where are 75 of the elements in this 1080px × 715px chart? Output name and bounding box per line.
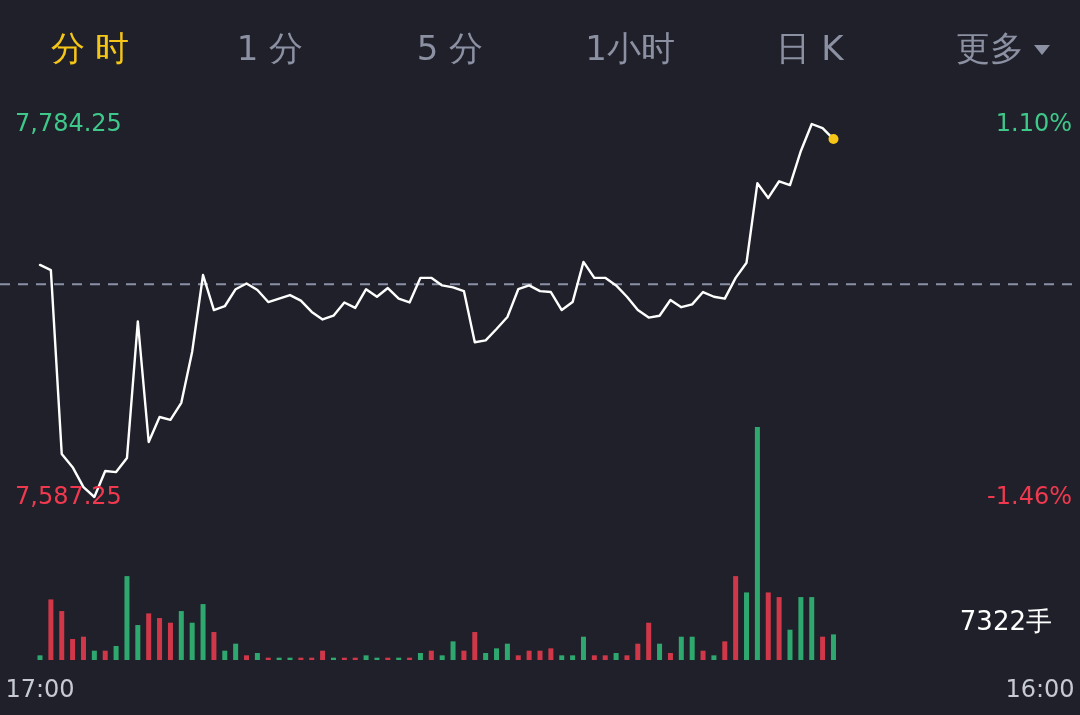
bar bbox=[722, 641, 728, 660]
bar bbox=[537, 650, 543, 660]
bar bbox=[222, 650, 228, 660]
bar bbox=[146, 613, 152, 660]
x-tick-label: 16:00 bbox=[1005, 675, 1075, 703]
bar bbox=[461, 650, 467, 660]
bar bbox=[798, 597, 804, 660]
bar bbox=[504, 643, 510, 660]
bar bbox=[657, 643, 663, 660]
bar bbox=[124, 576, 130, 660]
bar bbox=[59, 611, 65, 660]
text: 1小时 bbox=[585, 27, 675, 68]
bar bbox=[591, 655, 597, 660]
y-tick-label: 7,784.25 bbox=[15, 109, 122, 137]
bar bbox=[689, 636, 695, 660]
bar bbox=[91, 650, 97, 660]
bar bbox=[700, 650, 706, 660]
bar bbox=[320, 650, 326, 660]
bar bbox=[667, 653, 673, 660]
bar bbox=[548, 648, 554, 660]
bar bbox=[776, 597, 782, 660]
bar bbox=[189, 622, 195, 660]
bar bbox=[744, 592, 750, 660]
bar bbox=[472, 632, 478, 660]
annotation: 7322手 bbox=[959, 605, 1052, 636]
bar bbox=[70, 639, 76, 660]
bar bbox=[439, 655, 445, 660]
bar bbox=[570, 655, 576, 660]
text: 分 时 bbox=[50, 27, 130, 68]
bar bbox=[167, 622, 173, 660]
x-tick-label: 17:00 bbox=[5, 675, 75, 703]
bar bbox=[613, 653, 619, 660]
bar bbox=[450, 641, 456, 660]
bar bbox=[820, 636, 826, 660]
bar bbox=[754, 427, 760, 660]
bar bbox=[211, 632, 217, 660]
bar bbox=[526, 650, 532, 660]
bar bbox=[200, 604, 206, 660]
bar bbox=[602, 655, 608, 660]
bar bbox=[113, 646, 119, 660]
bar bbox=[157, 618, 163, 660]
text: 1 分 bbox=[236, 27, 304, 68]
bar bbox=[765, 592, 771, 660]
bar bbox=[233, 643, 239, 660]
bar bbox=[37, 655, 43, 660]
bar bbox=[102, 650, 108, 660]
bar bbox=[711, 655, 717, 660]
y-tick-label: 7,587.25 bbox=[15, 482, 122, 510]
bar bbox=[417, 653, 423, 660]
bar bbox=[428, 650, 434, 660]
y2-tick-label: 1.10% bbox=[995, 109, 1072, 137]
bar bbox=[515, 655, 521, 660]
bar bbox=[678, 636, 684, 660]
y2-tick-label: -1.46% bbox=[987, 482, 1072, 510]
bar bbox=[135, 625, 141, 660]
bar bbox=[809, 597, 815, 660]
bar bbox=[787, 629, 793, 660]
text: 日 K bbox=[776, 27, 846, 68]
bar bbox=[580, 636, 586, 660]
bar bbox=[559, 655, 565, 660]
bar bbox=[178, 611, 184, 660]
bar bbox=[254, 653, 260, 660]
bar bbox=[363, 655, 369, 660]
bar bbox=[494, 648, 500, 660]
bar bbox=[244, 655, 250, 660]
bar bbox=[646, 622, 652, 660]
bar bbox=[80, 636, 86, 660]
bar bbox=[733, 576, 739, 660]
bar bbox=[635, 643, 641, 660]
text: 更多 bbox=[956, 27, 1024, 68]
bar bbox=[483, 653, 489, 660]
bar bbox=[48, 599, 54, 660]
bar bbox=[624, 655, 630, 660]
bar bbox=[830, 634, 836, 660]
text: 5 分 bbox=[416, 27, 484, 68]
